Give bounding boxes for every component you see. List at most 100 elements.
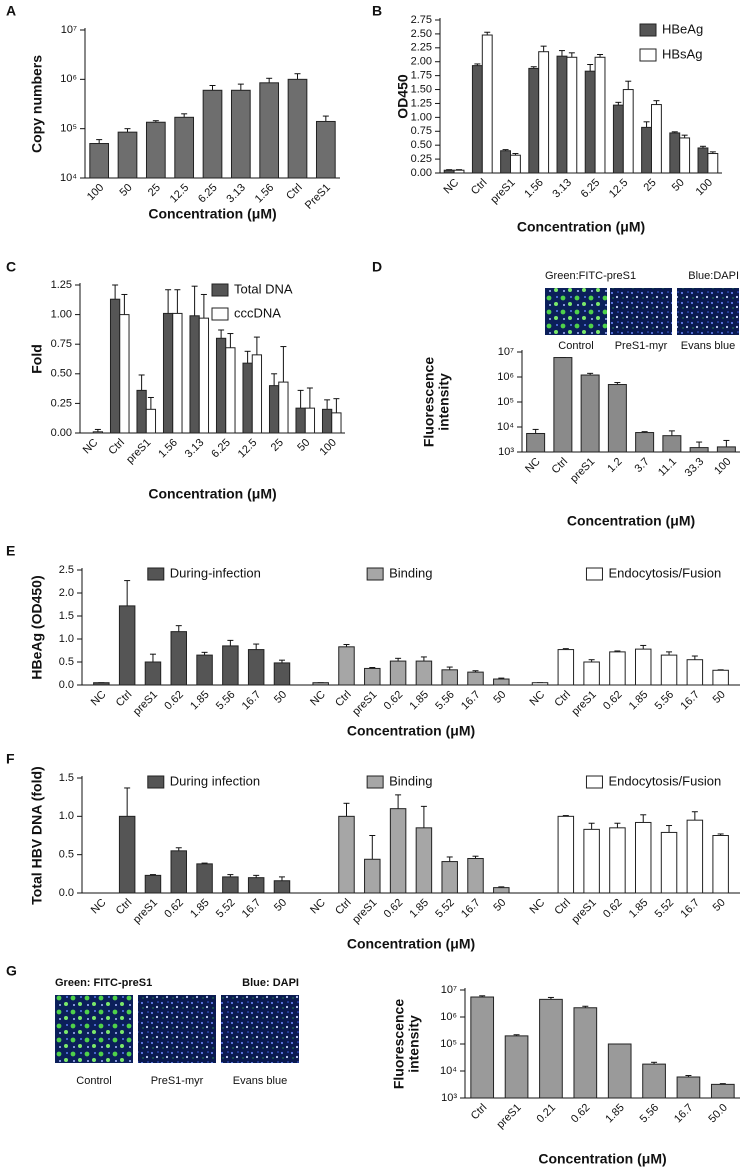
y-axis-title: HBeAg (OD450): [29, 575, 45, 679]
y-tick-label: 10⁷: [441, 984, 457, 996]
bar: [573, 1007, 598, 1099]
bar: [259, 82, 280, 179]
y-tick-label: 0.75: [411, 125, 432, 137]
legend-label: Binding: [389, 773, 432, 788]
image-label: PreS1-myr: [615, 340, 668, 352]
bar: [170, 850, 188, 894]
x-axis-title: Concentration (μM): [538, 1151, 666, 1167]
x-tick-label: 0.21: [534, 1102, 558, 1126]
x-tick-label: 5.52: [214, 897, 238, 921]
bar: [651, 104, 662, 174]
micrograph: [545, 288, 607, 335]
x-tick-label: 0.62: [569, 1102, 593, 1126]
x-tick-label: 0.62: [162, 897, 186, 921]
bar: [215, 337, 227, 434]
bar: [607, 1043, 632, 1099]
bar: [331, 412, 342, 434]
x-tick-label: 1.56: [522, 177, 546, 201]
image-label: Evans blue: [681, 340, 735, 352]
x-tick-label: 3.7: [632, 456, 651, 475]
bar: [145, 408, 157, 434]
panel-label: F: [6, 751, 15, 767]
y-tick-label: 10⁵: [440, 1038, 457, 1050]
bar: [118, 605, 136, 686]
bar: [697, 147, 709, 174]
x-tick-label: 16.7: [678, 897, 702, 921]
bar: [707, 153, 719, 174]
bar: [467, 671, 484, 686]
y-tick-label: 2.75: [411, 14, 432, 26]
bar: [225, 347, 236, 434]
x-tick-label: 33.3: [683, 456, 707, 480]
x-tick-label: preS1: [570, 689, 599, 718]
y-tick-label: 10⁷: [498, 346, 514, 358]
x-axis-title: Concentration (μM): [148, 486, 276, 502]
bar: [89, 143, 110, 179]
y-tick-label: 1.25: [51, 279, 72, 291]
x-tick-label: 50: [491, 897, 508, 914]
x-tick-label: preS1: [350, 689, 379, 718]
x-tick-label: 1.85: [188, 897, 212, 921]
bar: [538, 51, 550, 174]
x-tick-label: 12.5: [168, 182, 192, 206]
x-tick-label: 1.56: [156, 437, 180, 461]
bar: [510, 154, 521, 174]
image-label: Control: [76, 1075, 111, 1087]
x-tick-label: 16.7: [240, 897, 264, 921]
legend-swatch: [366, 567, 384, 581]
bar: [676, 1076, 701, 1099]
bar: [278, 381, 289, 434]
legend-label: HBsAg: [662, 46, 702, 61]
y-tick-label: 10⁶: [60, 73, 77, 85]
bar: [557, 649, 575, 686]
x-tick-label: 0.62: [601, 897, 625, 921]
x-tick-label: preS1: [124, 437, 153, 466]
bar: [315, 120, 336, 179]
bar: [273, 662, 291, 686]
image-caption: Blue:DAPI: [688, 270, 739, 282]
x-tick-label: Ctrl: [469, 177, 490, 198]
x-tick-label: NC: [89, 897, 109, 917]
bar: [662, 435, 682, 453]
legend-label: Endocytosis/Fusion: [608, 565, 721, 580]
x-tick-label: 16.7: [459, 689, 483, 713]
x-tick-label: 100: [85, 182, 106, 203]
bar: [539, 998, 563, 1099]
x-tick-label: 25: [146, 182, 163, 199]
micrograph: [55, 995, 133, 1063]
y-tick-label: 10⁴: [497, 421, 514, 433]
x-tick-label: 50: [711, 689, 728, 706]
y-tick-label: 1.50: [411, 83, 432, 95]
y-tick-label: 1.25: [411, 97, 432, 109]
bar: [222, 876, 239, 894]
x-tick-label: 5.56: [433, 689, 457, 713]
x-tick-label: 5.56: [214, 689, 238, 713]
bar: [415, 827, 433, 894]
x-tick-label: 0.62: [601, 689, 625, 713]
bar: [470, 996, 495, 1099]
image-caption: Green:FITC-preS1: [545, 270, 636, 282]
bar: [338, 646, 355, 686]
x-tick-label: Ctrl: [284, 182, 305, 203]
x-tick-label: 0.62: [162, 689, 186, 713]
bar: [251, 354, 263, 434]
bar: [612, 104, 624, 174]
legend-swatch: [147, 567, 165, 581]
y-tick-label: 1.00: [411, 111, 432, 123]
bar: [500, 150, 512, 174]
micrograph: [677, 288, 739, 335]
bar: [679, 137, 691, 174]
bar: [471, 65, 483, 174]
x-axis-title: Concentration (μM): [347, 936, 475, 952]
x-tick-label: 12.5: [607, 177, 631, 201]
bar: [144, 661, 162, 686]
bar: [364, 667, 381, 686]
bar: [198, 317, 210, 434]
y-tick-label: 10⁴: [440, 1065, 457, 1077]
bar: [634, 648, 652, 686]
x-axis-title: Concentration (μM): [517, 219, 645, 235]
bar: [109, 298, 121, 434]
bar: [174, 116, 195, 179]
panel-label: G: [6, 963, 17, 979]
x-tick-label: 5.56: [638, 1102, 662, 1126]
